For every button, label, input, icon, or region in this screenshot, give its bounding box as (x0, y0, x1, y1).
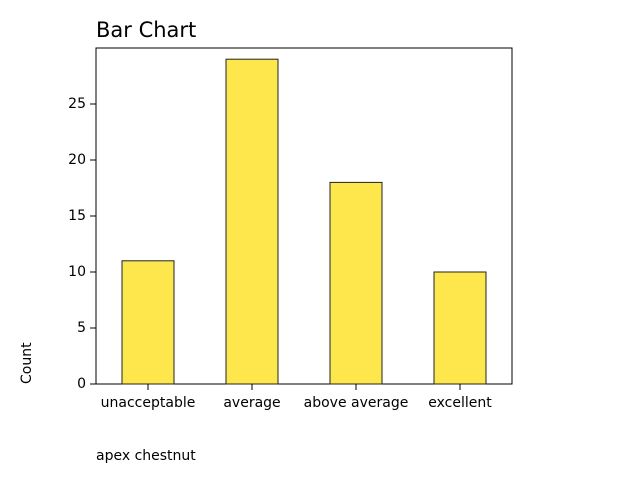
y-axis-label: Count (19, 342, 35, 384)
y-tick-label: 15 (68, 208, 86, 224)
bar (121, 260, 175, 385)
x-tick-label: unacceptable (101, 395, 196, 411)
chart-title: Bar Chart (96, 18, 196, 42)
y-tick-label: 25 (68, 96, 86, 112)
x-tick-label: above average (304, 395, 409, 411)
x-axis-label: apex chestnut (96, 448, 196, 464)
y-tick-label: 20 (68, 152, 86, 168)
bar (433, 271, 487, 385)
y-tick-label: 5 (77, 320, 86, 336)
bar (329, 181, 383, 385)
y-tick-label: 0 (77, 376, 86, 392)
x-tick-label: excellent (428, 395, 492, 411)
y-tick-label: 10 (68, 264, 86, 280)
x-tick-label: average (223, 395, 280, 411)
bar (225, 58, 279, 385)
